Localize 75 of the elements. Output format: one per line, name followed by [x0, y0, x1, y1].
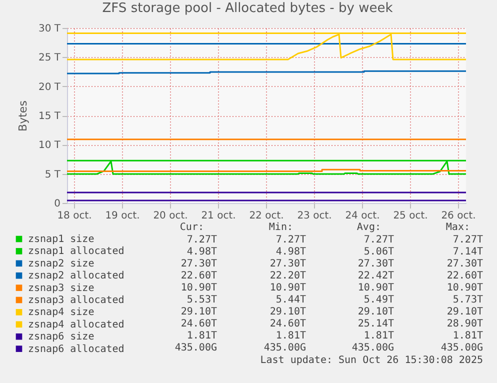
- text: 5.53T: [186, 294, 217, 306]
- text: 5.06T: [364, 246, 394, 258]
- text: 29.10T: [180, 306, 217, 318]
- text: 10.90T: [180, 282, 217, 294]
- legend-label: zsnap4 allocated: [28, 319, 124, 330]
- legend-label: zsnap1 size: [28, 234, 94, 245]
- y-tick-label: 5 T: [44, 169, 62, 180]
- text: 5.49T: [364, 294, 394, 306]
- text: 10.90T: [358, 282, 394, 294]
- x-tick-label: 22 oct.: [249, 210, 284, 222]
- y-axis-title: Bytes: [16, 100, 30, 132]
- text: Max:: [446, 222, 470, 233]
- text: 10.90T: [270, 282, 306, 294]
- text: 5.44T: [276, 294, 306, 306]
- text: 7.27T: [186, 234, 217, 246]
- x-tick-label: 24 oct.: [345, 210, 380, 222]
- text: 4.98T: [186, 246, 217, 258]
- x-tick-label: 23 oct.: [297, 210, 332, 222]
- legend-label: zsnap2 size: [28, 258, 94, 270]
- text: 29.10T: [358, 306, 394, 318]
- text: 22.60T: [446, 270, 483, 282]
- text: 7.27T: [364, 234, 394, 246]
- x-tick-label: 25 oct.: [393, 210, 428, 222]
- legend-label: zsnap4 size: [28, 307, 94, 318]
- legend-label: zsnap6 allocated: [28, 344, 124, 355]
- text: 1.81T: [452, 330, 483, 342]
- text: Min:: [268, 222, 293, 233]
- y-tick-label: 20 T: [38, 82, 62, 93]
- x-tick-label: 26 oct.: [441, 210, 476, 222]
- text: Cur:: [180, 222, 204, 233]
- text: 7.27T: [276, 234, 306, 246]
- y-tick-label: 0: [54, 198, 60, 210]
- text: 5.73T: [452, 294, 483, 306]
- text: 27.30T: [446, 258, 483, 270]
- text: 435.00G: [440, 342, 483, 354]
- chart-title: ZFS storage pool - Allocated bytes - by week: [102, 1, 394, 16]
- y-tick-label: 15 T: [38, 111, 62, 122]
- legend-label: zsnap3 size: [28, 282, 94, 294]
- text: 22.60T: [180, 270, 217, 282]
- text: 29.10T: [446, 306, 483, 318]
- text: 1.81T: [364, 330, 394, 342]
- text: 1.81T: [186, 330, 217, 342]
- text: 435.00G: [264, 342, 306, 354]
- text: 7.27T: [452, 234, 483, 246]
- text: 27.30T: [180, 258, 217, 270]
- text: 24.60T: [180, 318, 217, 330]
- y-tick-label: 30 T: [38, 24, 62, 34]
- text: 435.00G: [174, 342, 217, 354]
- x-tick-label: 18 oct.: [57, 210, 92, 222]
- text: 435.00G: [352, 342, 394, 354]
- legend-label: zsnap3 allocated: [28, 295, 124, 306]
- legend-label: zsnap6 size: [28, 332, 94, 343]
- x-tick-label: 19 oct.: [105, 210, 140, 222]
- x-tick-label: 21 oct.: [201, 210, 236, 222]
- y-tick-label: 10 T: [38, 140, 62, 152]
- text: 4.98T: [276, 246, 306, 258]
- text: 29.10T: [270, 306, 306, 318]
- text: 22.42T: [358, 270, 394, 282]
- text: 27.30T: [358, 258, 394, 270]
- text: 10.90T: [446, 282, 483, 294]
- line-series: [66, 34, 467, 60]
- line-series: [66, 160, 467, 175]
- text: 1.81T: [276, 330, 306, 342]
- text: 28.90T: [446, 318, 483, 330]
- text: 7.14T: [452, 246, 483, 258]
- y-tick-label: 25 T: [38, 52, 62, 64]
- text: 24.60T: [270, 318, 306, 330]
- legend-label: zsnap2 allocated: [28, 270, 124, 282]
- text: Avg:: [356, 222, 381, 233]
- text: 25.14T: [358, 318, 394, 330]
- text: 27.30T: [270, 258, 306, 270]
- text: Last update: Sun Oct 26 15:30:08 2025: [260, 355, 483, 366]
- legend-label: zsnap1 allocated: [28, 246, 124, 258]
- text: 22.20T: [270, 270, 306, 282]
- x-tick-label: 20 oct.: [153, 210, 188, 222]
